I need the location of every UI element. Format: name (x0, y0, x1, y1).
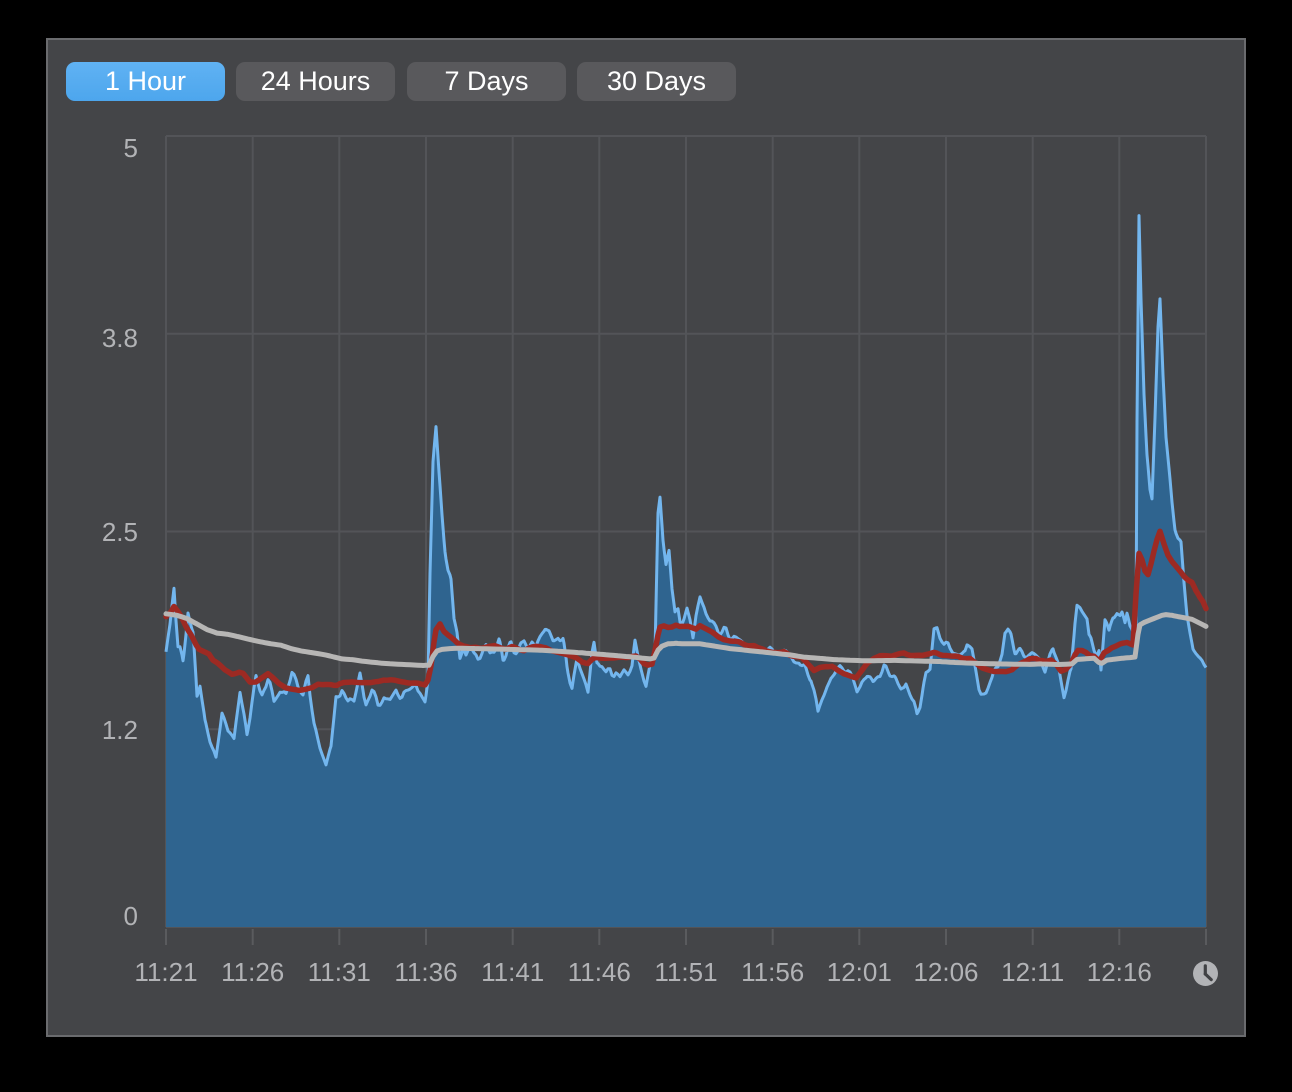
svg-text:11:36: 11:36 (394, 957, 457, 987)
svg-text:11:21: 11:21 (134, 957, 197, 987)
svg-text:12:01: 12:01 (827, 957, 892, 987)
svg-text:12:06: 12:06 (913, 957, 978, 987)
svg-text:11:46: 11:46 (568, 957, 631, 987)
svg-text:11:56: 11:56 (741, 957, 804, 987)
svg-text:3.8: 3.8 (102, 323, 138, 353)
svg-text:11:51: 11:51 (654, 957, 717, 987)
svg-text:5: 5 (124, 133, 138, 163)
svg-text:2.5: 2.5 (102, 517, 138, 547)
svg-text:0: 0 (124, 901, 138, 931)
svg-text:11:26: 11:26 (221, 957, 284, 987)
svg-text:1.2: 1.2 (102, 715, 138, 745)
svg-text:11:41: 11:41 (481, 957, 544, 987)
svg-text:12:16: 12:16 (1087, 957, 1152, 987)
svg-text:12:11: 12:11 (1001, 957, 1064, 987)
svg-text:11:31: 11:31 (308, 957, 371, 987)
